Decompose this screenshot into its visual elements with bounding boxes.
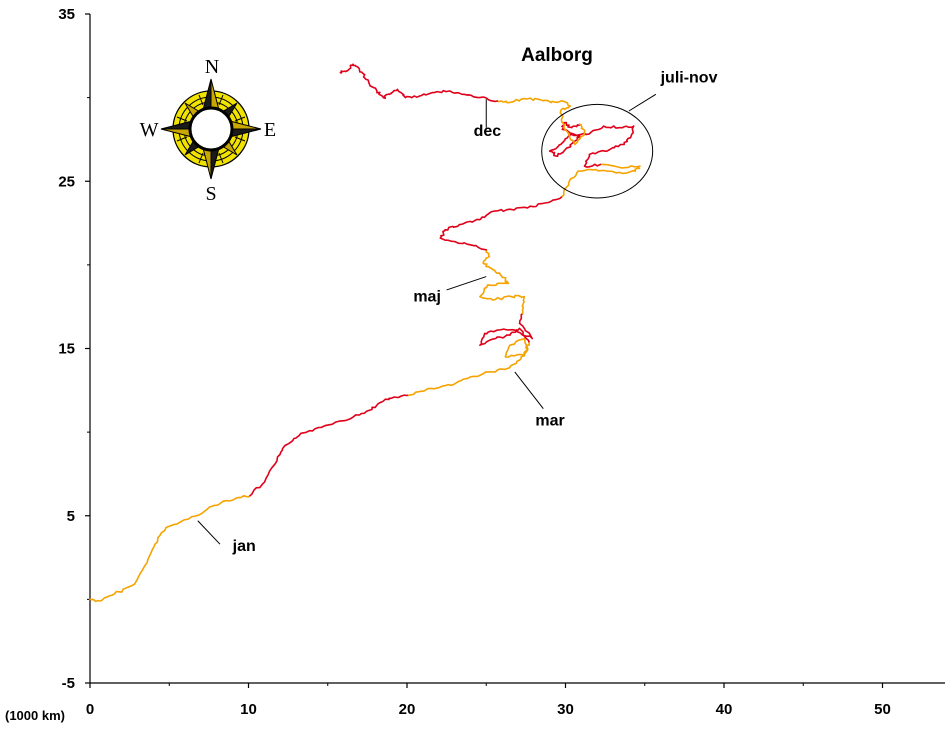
axis-ticks: [85, 13, 884, 688]
track-segment-red: [439, 195, 564, 251]
x-tick-label: 10: [240, 701, 257, 718]
y-tick-label: 35: [58, 6, 75, 23]
axis-tick-labels: -5 5 15 25 35 0 10 20 30 40 50: [58, 6, 891, 718]
track-segment-orange: [496, 97, 586, 146]
annotation-leader-line: [197, 520, 221, 545]
y-tick-label: 15: [58, 341, 75, 358]
track-segment-red: [249, 394, 410, 497]
track-segment-red: [339, 63, 499, 103]
annotation-label: dec: [474, 123, 502, 140]
annotation-leader-line: [446, 276, 487, 291]
x-axis-unit-label: (1000 km): [5, 708, 65, 723]
annotation-leader-line: [628, 93, 657, 112]
track-segment-orange: [407, 337, 530, 397]
annotation-label: juli-nov: [660, 70, 718, 87]
annotation-label: jan: [232, 538, 256, 555]
y-tick-label: 25: [58, 173, 75, 190]
x-tick-label: 0: [86, 701, 94, 718]
compass-north-label: N: [205, 56, 219, 78]
x-tick-label: 50: [874, 701, 891, 718]
track-segment-orange: [479, 249, 526, 315]
compass-south-label: S: [205, 183, 216, 205]
month-annotations: jan mar maj dec juli-nov: [197, 70, 718, 555]
x-tick-label: 20: [399, 701, 416, 718]
highlight-ellipse: [541, 103, 654, 199]
annotation-leader-line: [514, 371, 544, 410]
compass-rose-icon: N S E W: [140, 56, 277, 205]
annotation-label: mar: [535, 412, 564, 429]
chart-title: Aalborg: [521, 45, 593, 66]
track-segment-red: [548, 121, 635, 168]
plot-area: -5 5 15 25 35 0 10 20 30 40 50 jan mar maj dec juli-no…: [58, 6, 945, 718]
y-tick-label: -5: [62, 675, 75, 692]
annotation-label: maj: [413, 289, 441, 306]
track-segment-orange: [561, 163, 641, 198]
track-segment-orange: [89, 494, 251, 603]
y-tick-label: 5: [67, 508, 75, 525]
x-tick-label: 40: [716, 701, 733, 718]
compass-east-label: E: [264, 119, 276, 141]
track-segment-red: [479, 312, 534, 347]
x-tick-label: 30: [557, 701, 574, 718]
compass-west-label: W: [140, 119, 159, 141]
track-series: [89, 63, 641, 603]
